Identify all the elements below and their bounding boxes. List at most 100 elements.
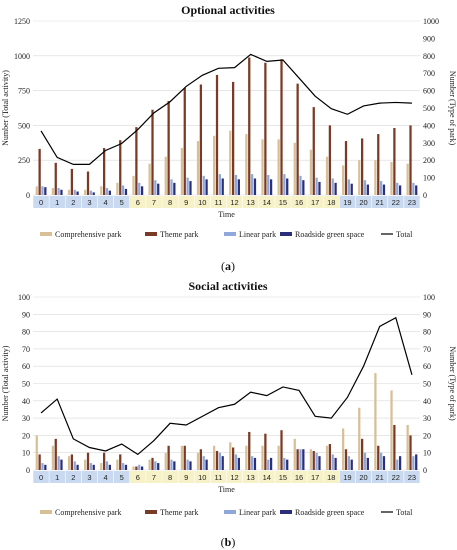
hour-box: [210, 471, 227, 483]
bar-linear: [202, 175, 205, 195]
x-tick-label: 16: [295, 473, 303, 482]
x-tick-label: 5: [120, 473, 124, 482]
legend-swatch-comprehensive: [40, 232, 52, 236]
bar-roadside: [205, 459, 208, 470]
bar-linear: [138, 182, 141, 195]
y2-tick-label: 800: [423, 52, 435, 61]
x-tick-label: 3: [87, 473, 91, 482]
bar-theme: [248, 431, 251, 470]
hour-box: [178, 196, 194, 208]
bar-comprehensive: [309, 449, 313, 470]
bar-roadside: [237, 457, 240, 470]
hour-box: [291, 471, 307, 483]
x-tick-label: 23: [408, 198, 416, 207]
bar-linear: [331, 454, 334, 470]
bar-linear: [105, 188, 109, 195]
hour-box: [65, 196, 82, 208]
panel-optional-activities: Optional activities (a) 0250500750100012…: [1, 3, 457, 273]
bar-linear: [412, 456, 415, 470]
bar-roadside: [44, 464, 47, 470]
legend-swatch-roadside: [280, 510, 292, 514]
y2-axis-label: Number (Type of park): [448, 346, 457, 421]
caption-letter: a: [225, 259, 231, 273]
x-tick-label: 17: [311, 473, 319, 482]
x-tick-label: 21: [376, 473, 384, 482]
bar-linear: [154, 461, 157, 470]
bar-theme: [312, 107, 315, 195]
y2-tick-label: 400: [423, 121, 435, 130]
bar-comprehensive: [148, 459, 151, 470]
bar-theme: [119, 454, 122, 470]
bar-roadside: [205, 179, 208, 195]
hour-box: [146, 471, 162, 483]
total-line: [40, 316, 413, 456]
bar-theme: [248, 57, 251, 195]
bar-theme: [54, 438, 57, 470]
y2-tick-label: 40: [423, 397, 431, 406]
bar-comprehensive: [358, 407, 361, 470]
bar-theme: [167, 445, 170, 470]
hour-box: [81, 196, 98, 208]
hour-box: [81, 471, 98, 483]
bar-theme: [264, 433, 267, 470]
bar-theme: [361, 138, 364, 195]
x-tick-label: 19: [343, 198, 351, 207]
y-axis-label: Number (Total activity): [1, 70, 10, 146]
y-tick-label: 1000: [14, 52, 30, 61]
y-tick-label: 500: [18, 121, 30, 130]
bar-roadside: [189, 181, 192, 195]
bar-roadside: [157, 463, 160, 470]
bar-linear: [170, 179, 173, 195]
bar-theme: [344, 141, 348, 195]
hour-box: [259, 471, 275, 483]
bar-linear: [121, 185, 125, 195]
hour-box: [178, 471, 194, 483]
bar-linear: [299, 449, 302, 470]
x-tick-label: 8: [168, 198, 172, 207]
bar-roadside: [269, 457, 273, 470]
y-tick-label: 0: [26, 466, 30, 475]
legend-swatch-linear: [224, 510, 236, 514]
legend-label-total: Total: [396, 230, 413, 239]
bar-linear: [331, 178, 334, 195]
bar-comprehensive: [84, 459, 87, 470]
bar-comprehensive: [325, 156, 329, 195]
x-tick-label: 2: [71, 473, 75, 482]
bar-comprehensive: [390, 161, 393, 195]
hour-box: [65, 471, 82, 483]
bar-linear: [202, 456, 205, 470]
hour-box: [49, 196, 65, 208]
bar-theme: [151, 457, 154, 470]
legend-swatch-comprehensive: [40, 510, 52, 514]
bar-comprehensive: [100, 186, 103, 195]
bar-linear: [396, 459, 399, 470]
bar-linear: [315, 452, 318, 470]
hour-box: [162, 196, 178, 208]
bar-linear: [396, 182, 399, 195]
x-tick-label: 8: [168, 473, 172, 482]
bar-roadside: [366, 184, 369, 195]
y-tick-label: 100: [18, 293, 30, 302]
bar-theme: [264, 62, 267, 196]
hour-box: [323, 471, 340, 483]
bar-roadside: [221, 178, 224, 195]
hour-box: [323, 196, 340, 208]
hour-box: [388, 471, 404, 483]
x-tick-label: 13: [247, 473, 255, 482]
bar-linear: [138, 464, 141, 470]
hour-box: [339, 471, 356, 483]
bar-roadside: [60, 459, 63, 470]
x-tick-label: 17: [311, 198, 319, 207]
y-tick-label: 70: [22, 345, 30, 354]
hour-box: [33, 196, 49, 208]
bar-roadside: [221, 456, 224, 470]
bar-roadside: [334, 182, 337, 195]
bar-comprehensive: [374, 160, 377, 195]
bar-roadside: [366, 457, 369, 470]
legend-label-roadside: Roadside green space: [295, 230, 365, 239]
bar-linear: [347, 179, 350, 195]
bar-comprehensive: [35, 186, 38, 195]
y-tick-label: 0: [26, 191, 30, 200]
hour-box: [97, 196, 114, 208]
bar-comprehensive: [67, 456, 71, 470]
